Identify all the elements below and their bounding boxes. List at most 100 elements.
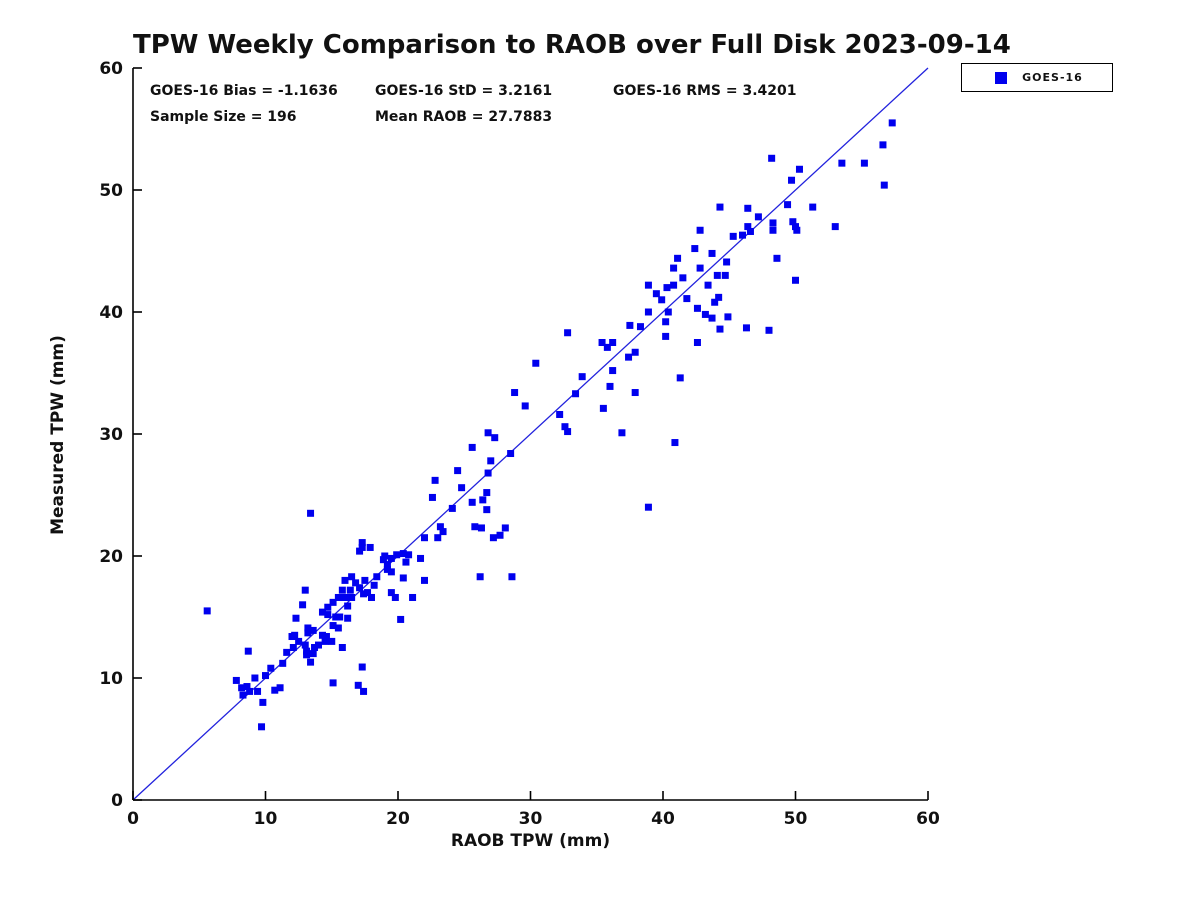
data-point [708,314,716,322]
data-point [708,249,716,257]
data-point [341,593,349,601]
data-point [262,672,269,680]
data-point [238,684,246,692]
data-point [356,584,364,592]
data-point [496,531,504,539]
data-point [746,227,754,235]
data-point [754,213,762,221]
data-point [379,556,387,564]
data-point [358,539,366,547]
data-point [723,258,731,266]
data-point [354,681,362,689]
data-point [315,641,322,649]
data-point [838,159,846,167]
data-point [715,293,723,301]
data-point [784,201,792,209]
data-point [609,339,617,346]
data-point [307,509,315,517]
data-point [477,524,485,532]
x-tick-label: 50 [784,809,808,829]
data-point [358,663,366,671]
data-point [578,373,586,381]
stat-sample-size: Sample Size = 196 [150,109,297,125]
data-point [434,534,442,542]
data-point [409,593,417,601]
data-point [739,231,746,239]
data-point [561,423,569,431]
data-point [318,608,326,616]
data-point [618,429,626,437]
data-point [636,323,644,331]
data-point [387,589,395,597]
data-point [334,593,342,601]
data-point [328,637,336,645]
data-point [468,443,476,451]
data-point [489,534,497,542]
data-point [421,534,428,542]
x-tick-label: 20 [386,809,410,829]
data-point [417,554,425,562]
data-point [729,232,737,240]
data-point [860,159,868,167]
data-point [399,550,407,558]
y-tick-label: 20 [99,547,123,567]
data-point [521,402,529,410]
data-point [501,524,509,532]
data-point [304,624,312,632]
data-point [267,664,275,672]
data-point [508,573,516,581]
stat-bias: GOES-16 Bias = -1.1636 [150,83,338,99]
data-point [476,573,484,581]
data-point [338,586,346,594]
data-point [344,602,352,610]
data-point [360,590,368,598]
data-point [721,271,729,279]
data-point [564,329,572,337]
data-point [336,613,344,621]
data-point [309,626,317,634]
legend-marker-icon [995,71,1007,84]
data-point [716,325,724,333]
data-point [311,644,319,651]
chart-title: TPW Weekly Comparison to RAOB over Full … [133,30,1011,60]
data-point [491,434,499,442]
data-point [711,298,719,306]
data-point [644,308,652,316]
data-point [572,390,580,398]
data-point [507,450,515,458]
data-point [324,603,332,611]
data-point [625,353,633,361]
data-point [399,574,407,582]
data-point [663,284,671,292]
data-point [662,332,670,340]
data-point [471,523,479,531]
data-point [368,593,375,601]
data-point [606,382,614,390]
data-point [381,552,389,560]
data-point [346,586,354,594]
data-point [299,601,307,609]
data-point [792,276,799,284]
data-point [793,226,801,234]
data-point [304,629,312,637]
data-point [439,528,447,536]
stat-mean-raob: Mean RAOB = 27.7883 [375,109,553,125]
data-point [662,318,670,326]
data-point [773,254,781,262]
data-point [421,576,428,584]
data-point [765,326,773,334]
data-point [888,119,896,127]
data-point [334,624,342,632]
data-point [788,176,796,184]
data-point [693,304,701,312]
data-point [243,683,251,691]
data-point [402,558,410,566]
data-point [387,554,395,562]
legend-label: GOES-16 [1022,71,1083,84]
data-point [436,523,444,531]
y-tick-label: 40 [99,303,123,323]
data-point [713,271,721,279]
data-point [348,573,356,581]
